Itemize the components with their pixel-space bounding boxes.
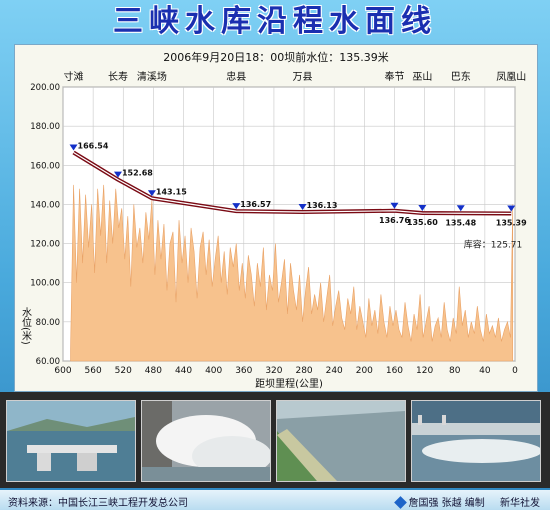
dam-aerial-photo bbox=[6, 400, 136, 482]
station-marker bbox=[418, 205, 427, 212]
x-tick-label: 320 bbox=[265, 366, 282, 376]
capacity-label: 库容：125.71 bbox=[464, 238, 522, 250]
station-marker bbox=[298, 204, 307, 211]
x-tick-label: 400 bbox=[205, 366, 222, 376]
station-level-label: 152.68 bbox=[122, 169, 153, 178]
x-tick-label: 240 bbox=[326, 366, 343, 376]
y-tick-label: 100.00 bbox=[30, 279, 60, 289]
x-tick-label: 80 bbox=[449, 366, 461, 376]
station-name-label: 忠县 bbox=[226, 71, 246, 83]
photo-strip bbox=[0, 392, 550, 488]
dam-gates-photo bbox=[411, 400, 541, 482]
station-level-label: 135.60 bbox=[407, 218, 438, 227]
station-name-label: 凤凰山 bbox=[496, 71, 526, 83]
station-marker bbox=[507, 205, 516, 212]
station-level-label: 135.39 bbox=[496, 218, 527, 227]
station-marker bbox=[113, 171, 122, 178]
x-tick-label: 560 bbox=[85, 366, 102, 376]
station-marker bbox=[69, 144, 78, 151]
chart-panel: 2006年9月20日18：00坝前水位：135.39米 166.54 寸滩 152.6… bbox=[14, 44, 538, 392]
station-level-label: 135.48 bbox=[445, 218, 476, 227]
footer-bar: 资料来源：中国长江三峡工程开发总公司 詹国强 张越 编制 新华社发 bbox=[0, 490, 550, 510]
y-axis-title: 水位(米) bbox=[20, 307, 32, 345]
riverbed-area bbox=[70, 184, 514, 362]
x-tick-label: 120 bbox=[416, 366, 433, 376]
x-tick-label: 480 bbox=[145, 366, 162, 376]
agency-credit: 新华社发 bbox=[500, 498, 540, 509]
x-tick-label: 40 bbox=[479, 366, 491, 376]
source-note: 资料来源：中国长江三峡工程开发总公司 bbox=[8, 498, 188, 509]
station-name-label: 长寿 bbox=[108, 70, 128, 83]
x-tick-label: 440 bbox=[175, 366, 192, 376]
river-bank-photo bbox=[276, 400, 406, 482]
x-axis-title: 距坝里程(公里) bbox=[255, 378, 323, 390]
station-name-label: 奉节 bbox=[384, 70, 404, 83]
page-title: 三峡水库沿程水面线 bbox=[113, 4, 437, 39]
y-tick-label: 200.00 bbox=[30, 83, 60, 93]
y-tick-label: 180.00 bbox=[30, 122, 60, 132]
station-marker bbox=[390, 202, 399, 209]
water-level-chart: 2006年9月20日18：00坝前水位：135.39米 166.54 寸滩 152.6… bbox=[20, 50, 528, 390]
station-level-label: 166.54 bbox=[78, 141, 109, 150]
credits: 詹国强 张越 编制 新华社发 bbox=[384, 494, 540, 509]
x-tick-label: 520 bbox=[115, 366, 132, 376]
station-level-label: 143.15 bbox=[156, 187, 187, 196]
x-tick-label: 360 bbox=[235, 366, 252, 376]
chart-subtitle: 2006年9月20日18：00坝前水位：135.39米 bbox=[163, 50, 388, 64]
x-tick-label: 200 bbox=[356, 366, 373, 376]
station-marker bbox=[456, 205, 465, 212]
station-marker bbox=[232, 203, 241, 210]
x-tick-label: 160 bbox=[386, 366, 403, 376]
y-tick-label: 160.00 bbox=[30, 161, 60, 171]
station-name-label: 清溪场 bbox=[137, 70, 167, 83]
station-level-label: 136.13 bbox=[307, 201, 338, 210]
station-name-label: 巴东 bbox=[451, 70, 471, 83]
y-tick-label: 80.00 bbox=[36, 318, 60, 328]
station-level-label: 136.57 bbox=[240, 200, 271, 209]
station-marker bbox=[147, 190, 156, 197]
y-tick-label: 140.00 bbox=[30, 200, 60, 210]
author-text: 詹国强 张越 编制 bbox=[408, 498, 485, 509]
station-name-label: 巫山 bbox=[412, 71, 432, 83]
author-credit: 詹国强 张越 编制 bbox=[394, 496, 485, 509]
x-tick-label: 600 bbox=[54, 366, 71, 376]
y-tick-label: 60.00 bbox=[36, 357, 60, 367]
station-name-label: 寸滩 bbox=[64, 70, 84, 83]
y-tick-label: 120.00 bbox=[30, 240, 60, 250]
x-tick-label: 0 bbox=[512, 366, 518, 376]
spillway-discharge-photo bbox=[141, 400, 271, 482]
station-level-label: 136.76 bbox=[379, 216, 410, 225]
xinhua-logo-icon bbox=[394, 496, 408, 509]
station-name-label: 万县 bbox=[293, 71, 313, 83]
x-tick-label: 280 bbox=[295, 366, 312, 376]
water-surface-line-inner bbox=[73, 151, 512, 215]
